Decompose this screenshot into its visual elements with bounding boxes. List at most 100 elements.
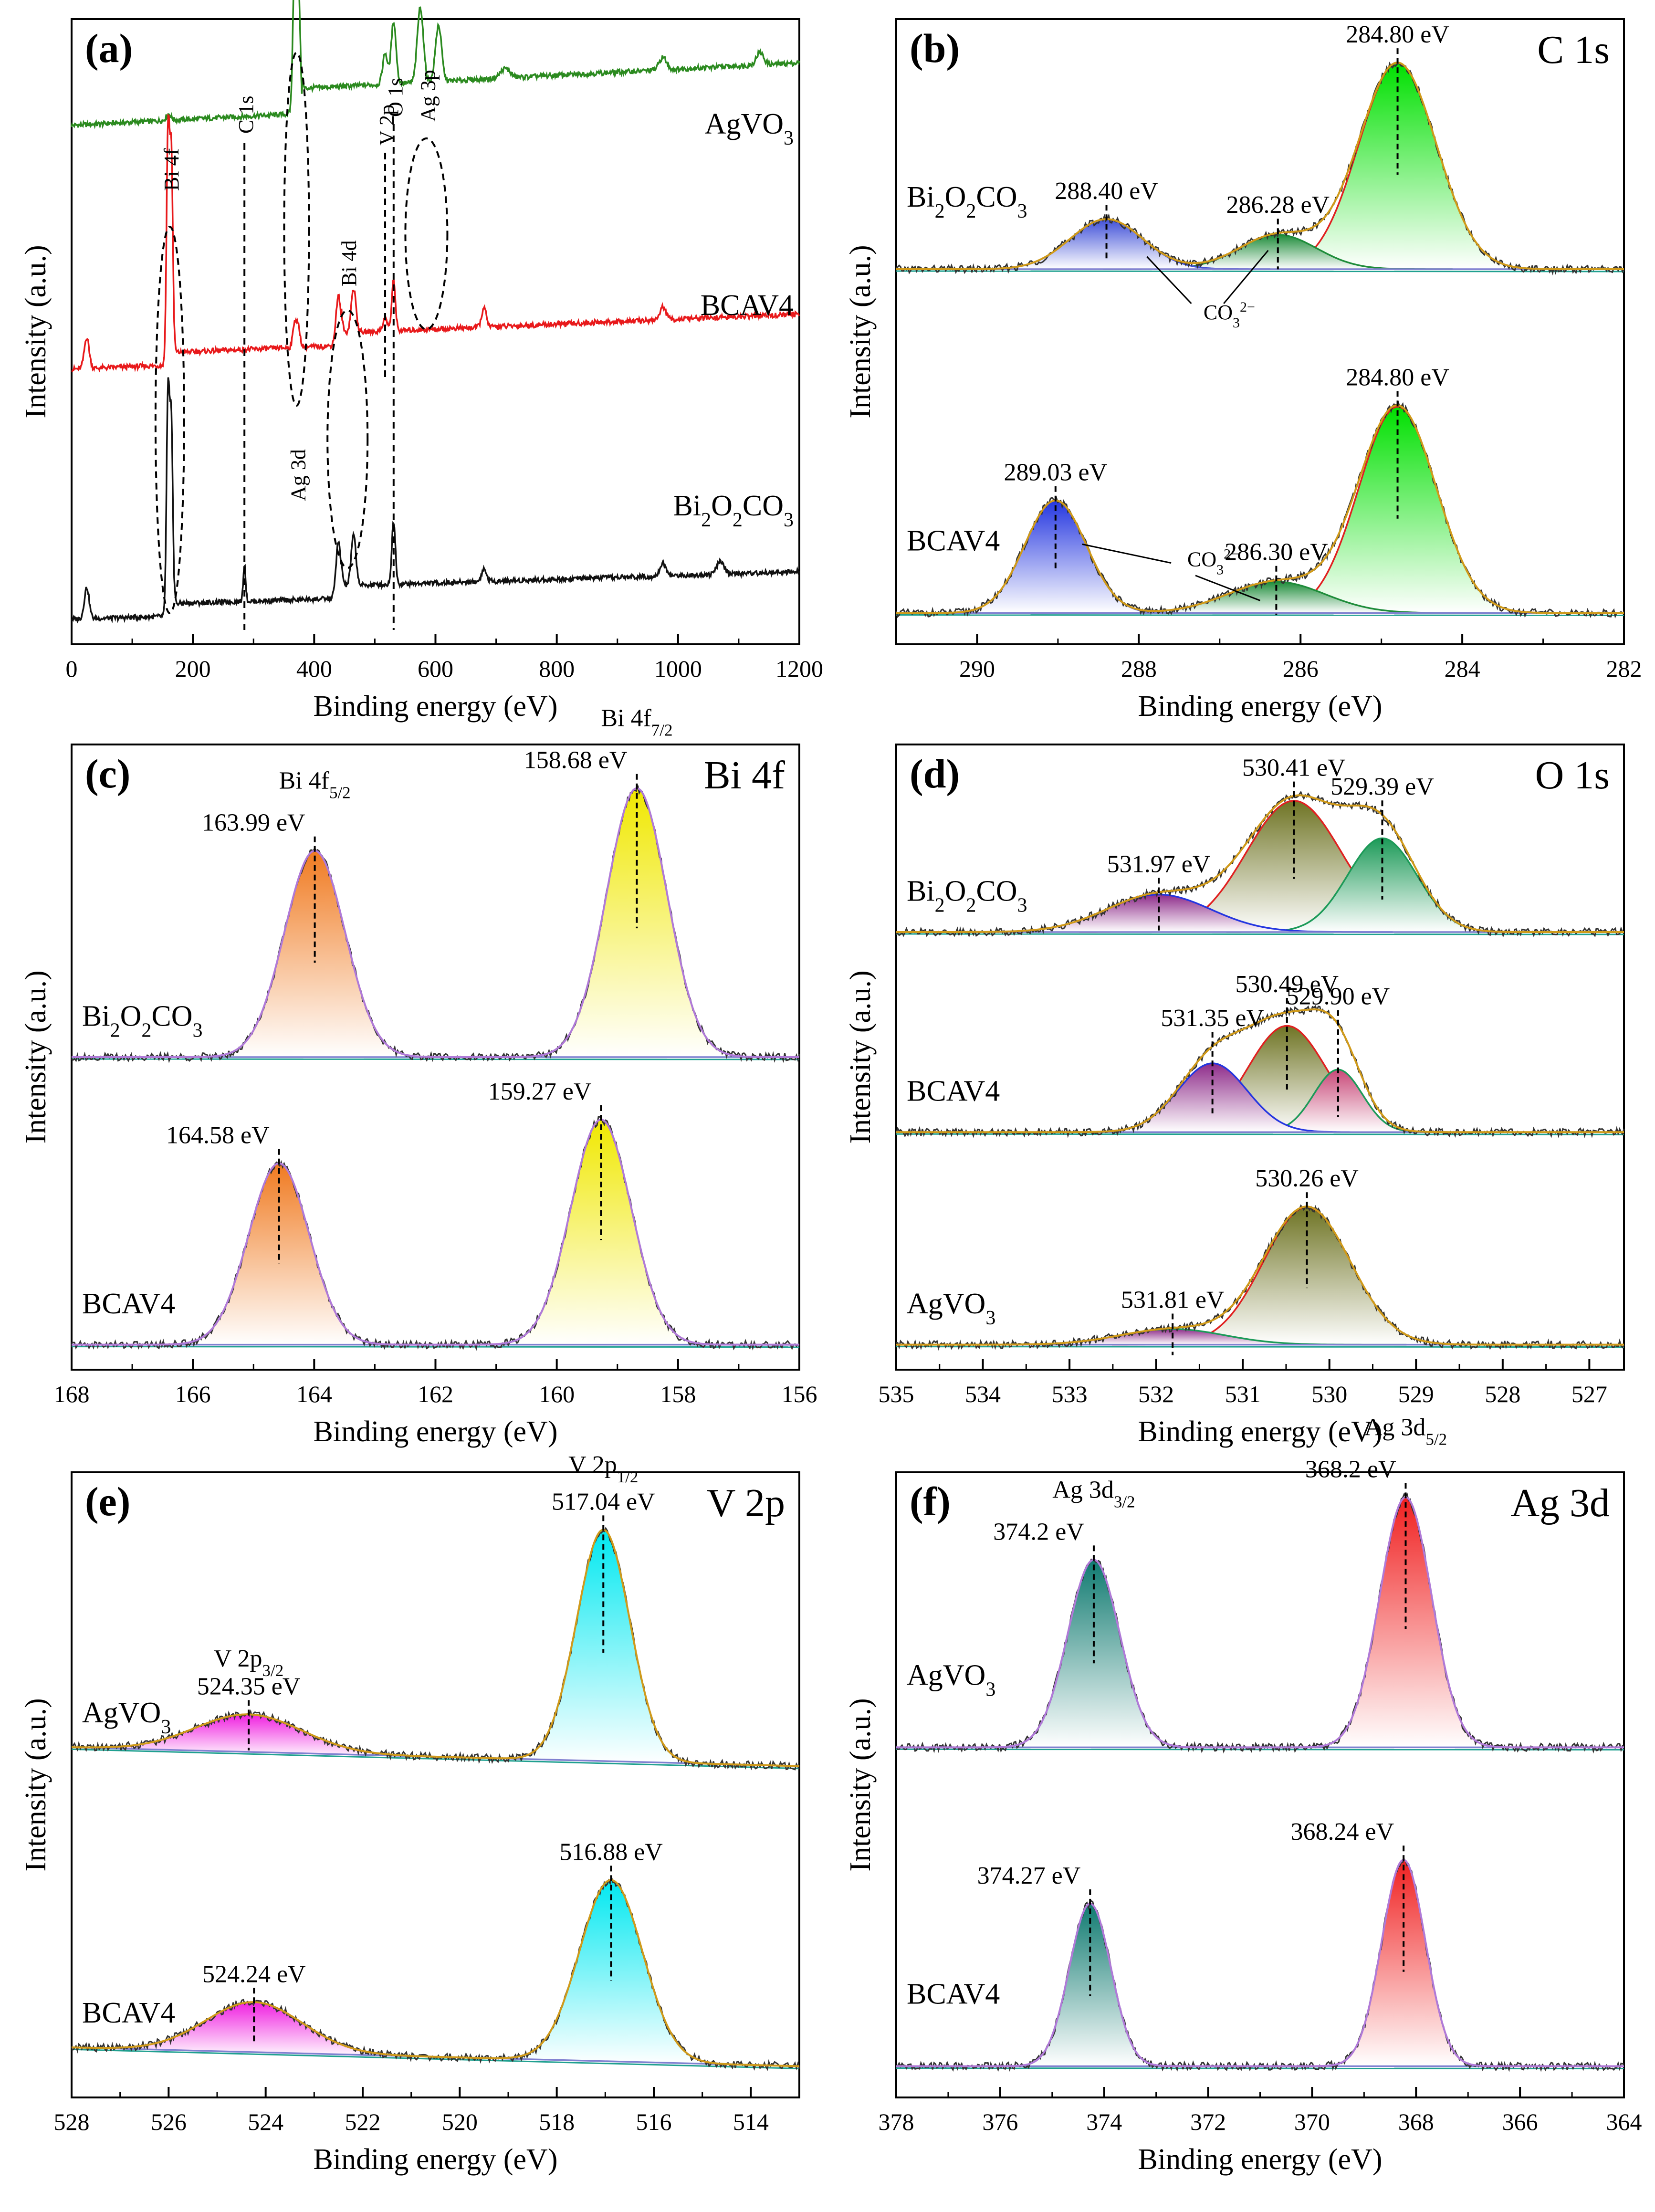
panel-e-AgVO3-component-fill-1 bbox=[72, 1714, 489, 1758]
panel-b-arrow-1 bbox=[1146, 256, 1192, 304]
panel-b-tick-label-1: 288 bbox=[1121, 655, 1157, 682]
panel-f-peak-name-0-part: 3/2 bbox=[1114, 1492, 1135, 1511]
panel-f-peak-name-0: Ag 3d3/2 bbox=[1052, 1476, 1135, 1511]
panel-d-tick-label-8: 527 bbox=[1571, 1381, 1607, 1407]
panel-f-tick-label-2: 374 bbox=[1086, 2108, 1122, 2135]
panel-e-AgVO3-peak-label-0: 524.35 eV bbox=[197, 1673, 301, 1700]
panel-b-sample-label-Bi2O2CO3-part: 2 bbox=[966, 200, 976, 222]
panel-d-panel-title: O 1s bbox=[1535, 753, 1610, 797]
panel-c-sample-label-BCAV4-part: BCAV4 bbox=[82, 1288, 175, 1320]
panel-f-tick-label-0: 378 bbox=[879, 2108, 914, 2135]
panel-f-sample-label-BCAV4-part: BCAV4 bbox=[907, 1978, 1000, 2011]
panel-a-annotation-ag3d: Ag 3d bbox=[286, 449, 310, 501]
panel-e-peak-name-0-part: V 2p bbox=[568, 1451, 617, 1478]
panel-c-sample-label-Bi2O2CO3-part: CO bbox=[151, 1000, 192, 1033]
panel-d-sample-label-Bi2O2CO3-part: CO bbox=[976, 875, 1017, 908]
panel-f-tick-label-3: 372 bbox=[1190, 2108, 1226, 2135]
panel-a-ellipse-ag3d bbox=[283, 52, 310, 407]
panel-b-y-axis-title: Intensity (a.u.) bbox=[844, 245, 877, 418]
panel-a-series-Bi2O2CO3 bbox=[71, 377, 800, 624]
panel-a-tick-label-2: 400 bbox=[296, 655, 332, 682]
panel-d-Bi2O2CO3-peak-label-2: 529.39 eV bbox=[1330, 773, 1434, 800]
panel-e-BCAV4-component-fill-1 bbox=[72, 2002, 472, 2058]
panel-a-tick-label-1: 200 bbox=[175, 655, 211, 682]
panel-b-tick-label-0: 290 bbox=[959, 655, 995, 682]
panel-a-annotation-o1s: O 1s bbox=[384, 78, 407, 117]
panel-e-sample-label-AgVO3-part: AgVO bbox=[82, 1697, 161, 1729]
panel-f-AgVO3-peak-label-0: 374.2 eV bbox=[993, 1518, 1084, 1545]
panel-a-y-axis-title: Intensity (a.u.) bbox=[20, 245, 52, 418]
panel-c-x-axis-title: Binding energy (eV) bbox=[314, 1415, 558, 1448]
panel-a-annotation-ag3p: Ag 3p bbox=[416, 70, 440, 122]
panel-c-tick-label-4: 160 bbox=[539, 1381, 575, 1407]
panel-d: 535 534 533 532 531 530 529 528 527 Binding energ… bbox=[844, 744, 1625, 1448]
panel-b-sample-label-Bi2O2CO3-part: CO bbox=[976, 181, 1017, 213]
panel-b-carbonate-label-top-part: CO bbox=[1204, 301, 1233, 324]
panel-a-annotation-bi4d: Bi 4d bbox=[337, 240, 361, 286]
panel-a-label-Bi2O2CO3: Bi2O2CO3 bbox=[673, 490, 794, 531]
panel-c-BCAV4-peak-label-1: 159.27 eV bbox=[488, 1078, 592, 1105]
panel-c-tick-label-2: 164 bbox=[296, 1381, 332, 1407]
panel-c-Bi2O2CO3-peak-label-1: 158.68 eV bbox=[524, 747, 628, 774]
panel-f-peak-name-1-part: Ag 3d bbox=[1364, 1414, 1426, 1441]
panel-d-Bi2O2CO3-component-fill-0 bbox=[1079, 800, 1508, 932]
panel-e-peak-name-0-part: 1/2 bbox=[617, 1468, 639, 1486]
panel-d-tick-label-0: 535 bbox=[879, 1381, 914, 1407]
panel-e-tick-label-2: 524 bbox=[248, 2108, 283, 2135]
panel-b-carbonate-label-bottom-part: CO bbox=[1187, 547, 1216, 571]
panel-a-annotation-bi4f: Bi 4f bbox=[160, 148, 183, 191]
panel-b-carbonate-label-top: CO32− bbox=[1204, 299, 1255, 330]
panel-d-sample-label-AgVO3: AgVO3 bbox=[907, 1288, 995, 1329]
panel-c-sample-label-Bi2O2CO3-part: 2 bbox=[141, 1020, 151, 1042]
panel-e-plot-frame bbox=[71, 1471, 800, 2098]
panel-d-tick-label-2: 533 bbox=[1052, 1381, 1088, 1407]
panel-a-ellipse-bi4d bbox=[326, 309, 369, 569]
panel-d-AgVO3-peak-label-0: 531.81 eV bbox=[1121, 1286, 1225, 1313]
panel-b-sample-label-BCAV4-part: BCAV4 bbox=[907, 525, 1000, 557]
panel-d-sample-label-Bi2O2CO3: Bi2O2CO3 bbox=[907, 875, 1027, 917]
panel-d-tick-label-4: 531 bbox=[1225, 1381, 1261, 1407]
panel-c-tick-label-1: 166 bbox=[175, 1381, 211, 1407]
panel-d-sample-label-AgVO3-part: 3 bbox=[985, 1307, 995, 1329]
panel-a-tick-label-4: 800 bbox=[539, 655, 575, 682]
panel-e-AgVO3-envelope bbox=[72, 1529, 800, 1767]
panel-f: 378 376 374 372 370 368 366 364 Binding energy (… bbox=[844, 1414, 1642, 2176]
panel-c-peak-name-1-part: Bi 4f bbox=[601, 705, 651, 732]
panel-b-Bi2O2CO3-peak-label-2: 284.80 eV bbox=[1346, 21, 1449, 48]
panel-d-BCAV4-peak-label-0: 531.35 eV bbox=[1161, 1005, 1264, 1032]
panel-a-label-AgVO3-part: 3 bbox=[784, 127, 794, 149]
panel-d-sample-label-Bi2O2CO3-part: Bi bbox=[907, 875, 935, 908]
panel-b-panel-title: C 1s bbox=[1537, 28, 1610, 72]
panel-a-label-BCAV4-part: BCAV4 bbox=[701, 289, 794, 322]
panel-b-sample-label-Bi2O2CO3-part: 3 bbox=[1017, 200, 1027, 222]
panel-b-arrow-3 bbox=[1082, 543, 1172, 564]
panel-f-sample-label-AgVO3-part: AgVO bbox=[907, 1659, 985, 1691]
panel-d-plot-frame bbox=[895, 744, 1625, 1371]
panel-b-x-axis-title: Binding energy (eV) bbox=[1138, 690, 1383, 723]
panel-e-tick-label-3: 522 bbox=[345, 2108, 381, 2135]
panel-e-BCAV4-background2 bbox=[71, 2048, 800, 2069]
panel-a-tick-label-0: 0 bbox=[66, 655, 78, 682]
panel-b-BCAV4-peak-label-0: 289.03 eV bbox=[1004, 459, 1107, 486]
panel-b-tick-label-3: 284 bbox=[1445, 655, 1480, 682]
panel-e-tick-label-5: 518 bbox=[539, 2108, 575, 2135]
panel-c: 168 166 164 162 160 158 156 Binding energy (eV)… bbox=[20, 705, 817, 1448]
panel-f-tick-label-6: 366 bbox=[1502, 2108, 1538, 2135]
panel-b-carbonate-label-top-part: 2− bbox=[1240, 299, 1255, 315]
panel-b-BCAV4-peak-label-2: 284.80 eV bbox=[1346, 364, 1449, 391]
panel-f-sample-label-AgVO3-part: 3 bbox=[985, 1678, 995, 1700]
panel-d-Bi2O2CO3-envelope bbox=[896, 794, 1624, 933]
panel-e-panel-title: V 2p bbox=[707, 1481, 785, 1525]
panel-f-BCAV4-peak-label-1: 368.24 eV bbox=[1291, 1818, 1394, 1845]
panel-e-peak-name-1: V 2p3/2 bbox=[214, 1645, 283, 1680]
panel-d-tick-label-5: 530 bbox=[1311, 1381, 1347, 1407]
panel-e-sample-label-AgVO3-part: 3 bbox=[161, 1716, 171, 1738]
panel-c-sample-label-Bi2O2CO3-part: O bbox=[120, 1000, 142, 1033]
panel-d-AgVO3-peak-label-1: 530.26 eV bbox=[1255, 1165, 1359, 1192]
panel-e-tick-label-0: 528 bbox=[54, 2108, 90, 2135]
panel-f-peak-name-0-part: Ag 3d bbox=[1052, 1476, 1114, 1503]
panel-b-Bi2O2CO3-envelope bbox=[896, 62, 1624, 270]
panel-e-sample-label-BCAV4: BCAV4 bbox=[82, 1997, 175, 2029]
panel-f-tick-label-5: 368 bbox=[1398, 2108, 1434, 2135]
panel-a-label-Bi2O2CO3-part: 3 bbox=[784, 509, 794, 531]
